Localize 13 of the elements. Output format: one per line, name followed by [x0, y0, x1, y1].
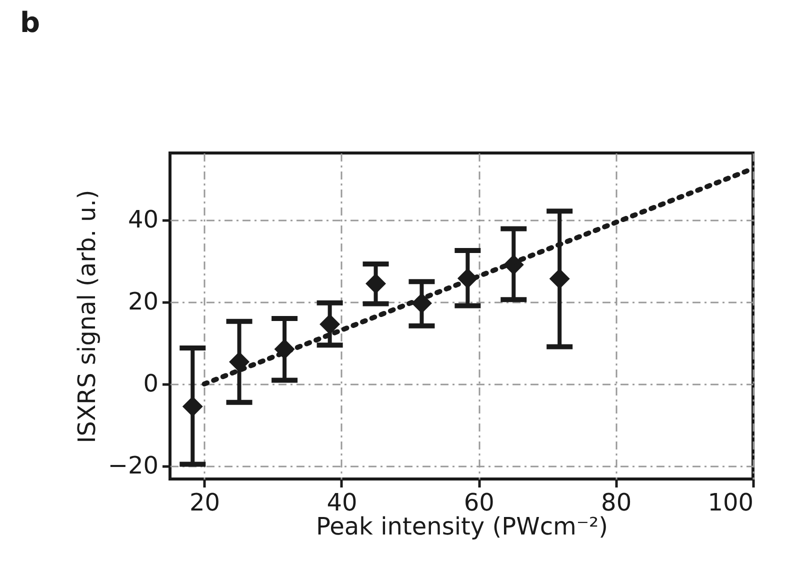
point [182, 396, 203, 417]
y-tick-label: 20 [128, 288, 158, 316]
y-axis-title: ISXRS signal (arb. u.) [72, 190, 101, 444]
y-tick-label: 0 [143, 369, 158, 398]
x-tick-label: 20 [190, 488, 220, 516]
point [366, 273, 386, 294]
x-tick-label: 100 [708, 488, 754, 516]
point [320, 314, 340, 334]
point [229, 352, 250, 372]
y-tick-label: −20 [108, 451, 158, 480]
y-tick-label: 40 [128, 206, 158, 234]
chart-title: b [20, 6, 40, 39]
point [549, 268, 570, 289]
